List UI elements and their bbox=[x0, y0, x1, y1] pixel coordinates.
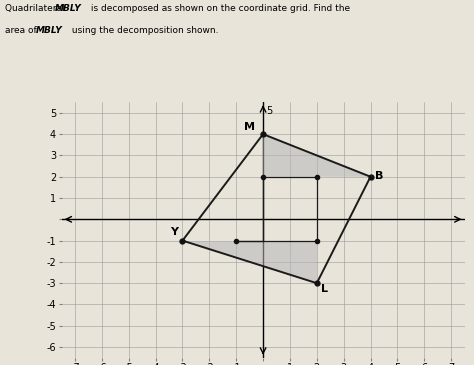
Polygon shape bbox=[263, 134, 371, 177]
Text: B: B bbox=[374, 171, 383, 181]
Text: L: L bbox=[321, 284, 328, 294]
Text: using the decomposition shown.: using the decomposition shown. bbox=[69, 26, 218, 35]
Text: Y: Y bbox=[171, 227, 178, 237]
Text: MBLY: MBLY bbox=[55, 4, 81, 13]
Text: 5: 5 bbox=[266, 106, 273, 116]
Text: is decomposed as shown on the coordinate grid. Find the: is decomposed as shown on the coordinate… bbox=[88, 4, 350, 13]
Polygon shape bbox=[182, 241, 317, 283]
Text: MBLY: MBLY bbox=[36, 26, 62, 35]
Text: area of: area of bbox=[5, 26, 39, 35]
Text: Quadrilateral: Quadrilateral bbox=[5, 4, 67, 13]
Text: M: M bbox=[244, 122, 255, 132]
